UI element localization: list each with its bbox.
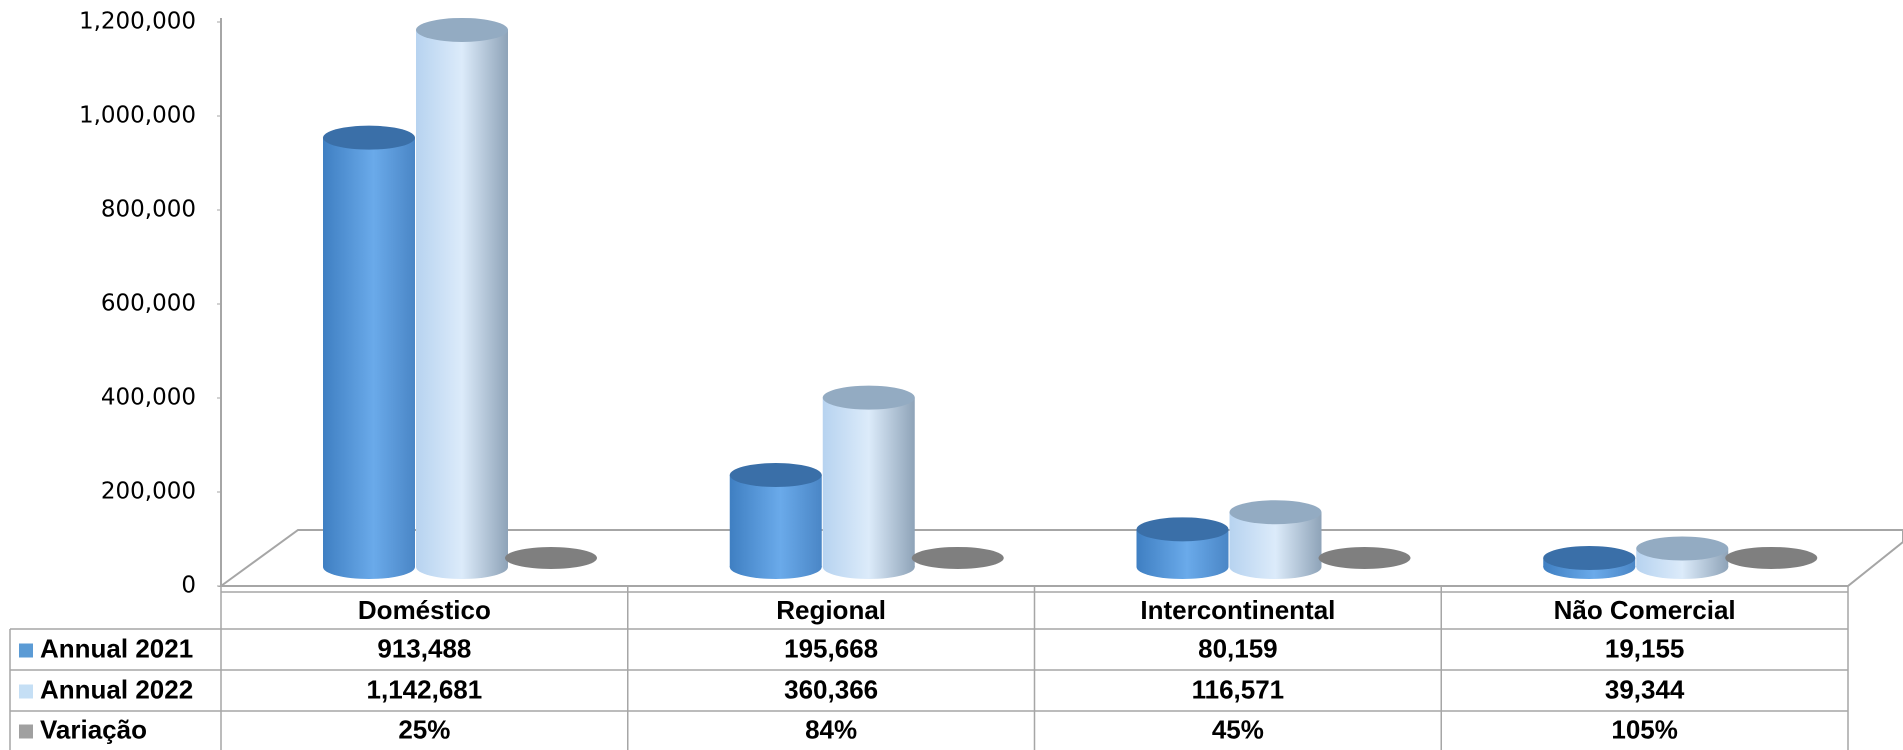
y-tick-label: 0	[181, 573, 196, 599]
data-label: 45%	[1212, 714, 1264, 744]
cylinder	[1543, 545, 1636, 579]
y-tick-label: 200,000	[101, 479, 196, 505]
table-line	[1847, 541, 1903, 587]
variation-disc	[1725, 546, 1818, 569]
cylinder	[1636, 536, 1729, 579]
cylinder-top	[729, 463, 822, 488]
data-label: 360,366	[784, 674, 878, 704]
cylinder-body	[729, 475, 822, 567]
variation-disc	[1318, 546, 1411, 569]
cylinder	[416, 17, 508, 579]
cylinder-top	[1543, 545, 1636, 570]
cylinder-top	[822, 385, 915, 410]
y-tick-label: 600,000	[101, 291, 196, 317]
cylinder-top	[416, 17, 508, 42]
y-tick-label: 1,000,000	[79, 103, 196, 129]
data-label: 105%	[1611, 714, 1678, 744]
variation-disc	[911, 546, 1004, 569]
data-label: 25%	[398, 714, 450, 744]
y-tick-label: 400,000	[101, 385, 196, 411]
cylinder-top	[323, 125, 415, 150]
legend-key	[19, 643, 33, 658]
data-label: 913,488	[377, 633, 471, 663]
legend-label: Annual 2022	[40, 674, 193, 704]
floor	[217, 529, 1903, 587]
data-label: 84%	[805, 714, 857, 744]
x-tick-label: Regional	[776, 595, 886, 625]
cylinder	[729, 463, 822, 579]
cylinder-top	[1136, 517, 1229, 542]
y-tick-label: 800,000	[101, 197, 196, 223]
variation-disc	[505, 546, 597, 569]
cylinder-body	[822, 397, 915, 567]
x-tick-label: Intercontinental	[1140, 595, 1335, 625]
cylinder-top	[1229, 500, 1322, 525]
data-label: 39,344	[1605, 674, 1685, 704]
data-label: 1,142,681	[367, 674, 483, 704]
legend-key	[19, 684, 33, 699]
legend-label: Variação	[40, 714, 147, 744]
cylinder	[1229, 500, 1322, 579]
x-tick-label: Não Comercial	[1554, 595, 1736, 625]
legend-label: Annual 2021	[40, 633, 193, 663]
cylinder	[323, 125, 415, 579]
legend-key	[19, 724, 33, 739]
data-label: 19,155	[1605, 633, 1685, 663]
cylinder	[1136, 517, 1229, 579]
cylinder	[822, 385, 915, 579]
x-tick-label: Doméstico	[358, 595, 491, 625]
cylinder-body	[323, 137, 415, 567]
data-label: 116,571	[1192, 674, 1285, 704]
data-label: 80,159	[1198, 633, 1278, 663]
cylinder-top	[1636, 536, 1729, 561]
data-label: 195,668	[784, 633, 878, 663]
y-tick-label: 1,200,000	[79, 9, 196, 35]
cylinder-body	[416, 29, 508, 567]
